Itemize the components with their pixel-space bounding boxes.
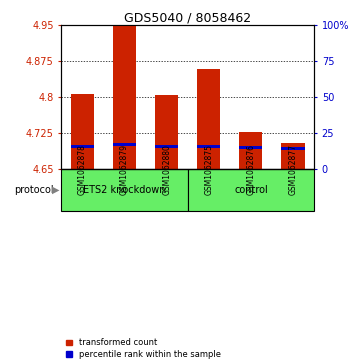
Text: GSM1062877: GSM1062877 (288, 144, 297, 195)
Text: GSM1062878: GSM1062878 (78, 144, 87, 195)
Text: GSM1062879: GSM1062879 (120, 144, 129, 195)
Text: protocol: protocol (14, 185, 54, 195)
Bar (282, 143, 305, 170)
Legend: transformed count, percentile rank within the sample: transformed count, percentile rank withi… (66, 338, 221, 359)
Text: GSM1062875: GSM1062875 (204, 144, 213, 195)
Text: control: control (234, 185, 268, 195)
Bar (113, 25, 136, 170)
Bar (188, 170, 314, 211)
Bar (197, 69, 220, 170)
Text: GSM1062880: GSM1062880 (162, 144, 171, 195)
Bar (239, 146, 262, 149)
Bar (71, 94, 94, 170)
Text: ETS2 knockdown: ETS2 knockdown (83, 185, 166, 195)
Bar (71, 145, 94, 148)
Bar (113, 143, 136, 146)
Bar (155, 95, 178, 170)
Bar (61, 170, 188, 211)
Text: ▶: ▶ (52, 185, 60, 195)
Bar (239, 132, 262, 170)
Text: GSM1062876: GSM1062876 (247, 144, 255, 195)
Bar (282, 147, 305, 150)
Title: GDS5040 / 8058462: GDS5040 / 8058462 (124, 11, 251, 24)
Bar (155, 145, 178, 148)
Bar (197, 145, 220, 148)
